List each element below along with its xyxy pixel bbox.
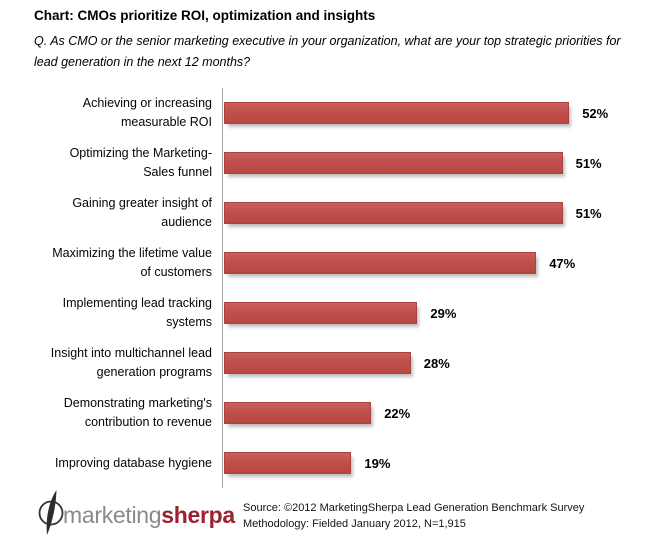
chart-question-line2: lead generation in the next 12 months? — [34, 55, 251, 69]
bar-zone: 51% — [222, 188, 646, 238]
bar — [224, 202, 563, 224]
value-label: 47% — [549, 255, 576, 271]
marketingsherpa-logo: marketingsherpa — [36, 489, 235, 541]
bar-row: Achieving or increasing measurable ROI 52% — [0, 88, 646, 138]
bar — [224, 102, 570, 124]
bar — [224, 252, 537, 274]
category-label: Demonstrating marketing's contribution to… — [63, 396, 212, 429]
bar-row: Maximizing the lifetime value of customer… — [0, 238, 646, 288]
value-label: 22% — [384, 405, 411, 421]
bar — [224, 152, 563, 174]
bar-zone: 22% — [222, 388, 646, 438]
source-line2: Methodology: Fielded January 2012, N=1,9… — [243, 518, 466, 530]
bar-rows: Achieving or increasing measurable ROI 52%… — [0, 88, 646, 488]
category-label: Gaining greater insight of audience — [72, 196, 212, 229]
category-label: Insight into multichannel lead generation… — [50, 346, 212, 379]
bar-row: Demonstrating marketing's contribution to… — [0, 388, 646, 438]
chart-question-line1: Q. As CMO or the senior marketing execut… — [34, 34, 621, 48]
source-line1: Source: ©2012 MarketingSherpa Lead Gener… — [243, 502, 585, 514]
category-label: Maximizing the lifetime value of customer… — [52, 246, 212, 279]
logo-text-marketing: marketing — [63, 501, 162, 528]
category-label: Implementing lead tracking systems — [62, 296, 212, 329]
bar-zone: 28% — [222, 338, 646, 388]
bar-row: Improving database hygiene 19% — [0, 438, 646, 488]
compass-needle-icon — [36, 489, 66, 541]
bar — [224, 352, 411, 374]
category-label: Improving database hygiene — [54, 455, 212, 470]
value-label: 51% — [575, 155, 602, 171]
bar — [224, 452, 352, 474]
bar-zone: 47% — [222, 238, 646, 288]
category-label: Optimizing the Marketing- Sales funnel — [69, 146, 212, 179]
value-label: 28% — [423, 355, 450, 371]
bar-chart: Achieving or increasing measurable ROI 52%… — [0, 88, 646, 488]
logo-text-sherpa: sherpa — [161, 501, 235, 528]
value-label: 51% — [575, 205, 602, 221]
bar-zone: 19% — [222, 438, 646, 488]
category-label: Achieving or increasing measurable ROI — [82, 96, 212, 129]
source-note: Source: ©2012 MarketingSherpa Lead Gener… — [243, 500, 584, 532]
bar-row: Gaining greater insight of audience 51% — [0, 188, 646, 238]
bar-row: Insight into multichannel lead generation… — [0, 338, 646, 388]
chart-question: Q. As CMO or the senior marketing execut… — [34, 31, 621, 73]
value-label: 29% — [430, 305, 457, 321]
bar-zone: 51% — [222, 138, 646, 188]
bar — [224, 302, 418, 324]
bar-zone: 29% — [222, 288, 646, 338]
bar-row: Implementing lead tracking systems 29% — [0, 288, 646, 338]
chart-title: Chart: CMOs prioritize ROI, optimization… — [34, 8, 376, 23]
bar-row: Optimizing the Marketing- Sales funnel 51% — [0, 138, 646, 188]
bar-zone: 52% — [222, 88, 646, 138]
y-axis-line — [222, 88, 223, 488]
bar — [224, 402, 372, 424]
logo-wordmark: marketingsherpa — [63, 502, 235, 529]
value-label: 52% — [582, 105, 609, 121]
value-label: 19% — [364, 455, 391, 471]
